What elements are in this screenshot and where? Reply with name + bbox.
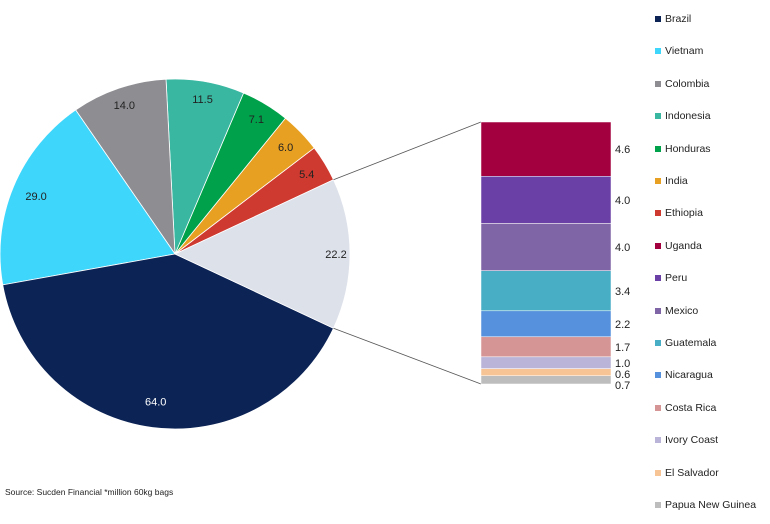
legend-label: Uganda [665, 239, 702, 252]
bar-segment-ivory-coast [480, 356, 612, 369]
bar-segment-guatemala [480, 270, 612, 312]
legend-item-papua-new-guinea: Papua New Guinea [655, 498, 756, 512]
legend-item-vietnam: Vietnam [655, 44, 703, 58]
legend-item-colombia: Colombia [655, 77, 709, 91]
bar-label-papua-new-guinea: 0.7 [615, 380, 630, 392]
legend-swatch [655, 307, 661, 314]
bar-label-mexico: 4.0 [615, 242, 630, 254]
legend-item-uganda: Uganda [655, 239, 702, 253]
legend-label: Ethiopia [665, 207, 703, 220]
legend-item-nicaragua: Nicaragua [655, 368, 713, 382]
bar-label-el-salvador: 0.6 [615, 369, 630, 381]
pie-label-colombia: 14.0 [114, 100, 135, 112]
bar-label-costa-rica: 1.7 [615, 342, 630, 354]
legend-label: India [665, 175, 688, 187]
bar-label-peru: 4.0 [615, 195, 630, 207]
pie: 5.4 6.0 7.1 11.5 14.0 29.0 64.0 22.2 [0, 78, 351, 430]
legend-swatch [655, 16, 661, 22]
legend-label: Peru [665, 272, 688, 285]
legend-swatch [655, 502, 661, 508]
legend-swatch [655, 145, 661, 152]
legend-label: El Salvador [665, 466, 719, 479]
stacked-bar: 4.6 4.0 4.0 3.4 2.2 1.7 1.00.60.7 [480, 121, 630, 392]
bar-of-pie-chart: 5.4 6.0 7.1 11.5 14.0 29.0 64.0 22.2 4.6 4.0 4.0 3.… [0, 78, 630, 430]
legend-item-mexico: Mexico [655, 304, 698, 318]
legend-swatch [655, 469, 661, 476]
pie-label-india: 6.0 [278, 142, 293, 154]
legend-swatch [655, 113, 661, 120]
legend-label: Mexico [665, 304, 699, 317]
legend-label: Ivory Coast [665, 434, 719, 447]
bar-label-ivory-coast: 1.0 [615, 358, 630, 370]
bar-segment-nicaragua [480, 310, 612, 338]
legend-swatch [655, 372, 661, 379]
legend-swatch [655, 437, 661, 444]
legend-item-india: India [655, 174, 688, 188]
legend-item-ivory-coast: Ivory Coast [655, 433, 718, 447]
bar-segment-costa-rica [480, 336, 612, 358]
pie-slice-brazil [2, 253, 335, 430]
pie-slice-vietnam [0, 109, 176, 286]
legend-swatch [655, 404, 661, 411]
pie-label-ethiopia: 5.4 [299, 169, 314, 181]
legend-item-guatemala: Guatemala [655, 336, 716, 350]
legend-swatch [655, 80, 661, 87]
bar-label-guatemala: 3.4 [615, 286, 630, 298]
legend-swatch [655, 340, 661, 346]
bar-segment-papua-new-guinea [480, 375, 612, 385]
legend-label: Vietnam [665, 45, 704, 58]
pie-label-brazil: 64.0 [145, 396, 166, 408]
legend-label: Papua New Guinea [665, 499, 757, 511]
legend-swatch [655, 275, 661, 282]
bar-label-uganda: 4.6 [615, 144, 630, 156]
source-note: Source: Sucden Financial *million 60kg b… [5, 487, 174, 497]
connector-line-top [333, 121, 482, 181]
legend-label: Nicaragua [665, 369, 713, 382]
pie-label-honduras: 7.1 [249, 114, 264, 126]
pie-label-other: 22.2 [325, 249, 346, 261]
legend-label: Costa Rica [665, 401, 717, 414]
legend-label: Honduras [665, 142, 711, 155]
legend-item-indonesia: Indonesia [655, 109, 711, 123]
legend-label: Indonesia [665, 110, 711, 123]
legend-item-peru: Peru [655, 271, 687, 285]
legend-item-costa-rica: Costa Rica [655, 401, 716, 415]
pie-slice-other [174, 179, 351, 329]
legend-swatch [655, 210, 661, 217]
legend-swatch [655, 242, 661, 249]
bar-segment-uganda [480, 121, 612, 177]
legend-item-ethiopia: Ethiopia [655, 206, 703, 220]
bar-segment-el-salvador [480, 368, 612, 376]
bar-segment-peru [480, 176, 612, 224]
pie-slice-colombia [75, 78, 176, 256]
legend-label: Colombia [665, 77, 710, 90]
bar-label-nicaragua: 2.2 [615, 319, 630, 331]
legend-swatch [655, 178, 661, 184]
bar-segment-mexico [480, 223, 612, 271]
legend-label: Guatemala [665, 337, 717, 349]
legend-swatch [655, 48, 661, 55]
legend-item-brazil: Brazil [655, 12, 691, 26]
connector-line-bottom [333, 327, 482, 385]
legend-item-honduras: Honduras [655, 142, 711, 156]
legend-label: Brazil [665, 13, 692, 25]
pie-label-indonesia: 11.5 [192, 94, 213, 106]
legend-item-el-salvador: El Salvador [655, 466, 719, 480]
pie-label-vietnam: 29.0 [25, 191, 46, 203]
